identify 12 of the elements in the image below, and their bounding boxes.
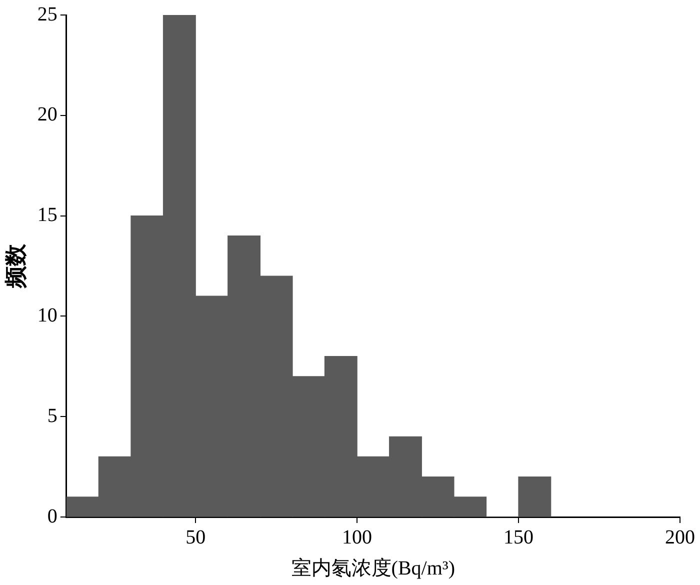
y-tick-label: 15 bbox=[37, 204, 58, 226]
y-tick-label: 25 bbox=[37, 3, 58, 26]
x-tick-label: 100 bbox=[342, 526, 372, 548]
x-axis-title: 室内氡浓度(Bq/m³) bbox=[291, 556, 456, 580]
y-axis-title: 频数 bbox=[2, 243, 28, 289]
x-tick-label: 200 bbox=[665, 526, 695, 548]
x-tick-label: 150 bbox=[504, 526, 534, 548]
y-tick-label: 0 bbox=[47, 505, 58, 528]
y-tick-label: 20 bbox=[37, 104, 58, 126]
x-tick-label: 50 bbox=[186, 526, 206, 548]
y-tick-label: 5 bbox=[47, 404, 58, 427]
y-tick-label: 10 bbox=[37, 304, 58, 326]
